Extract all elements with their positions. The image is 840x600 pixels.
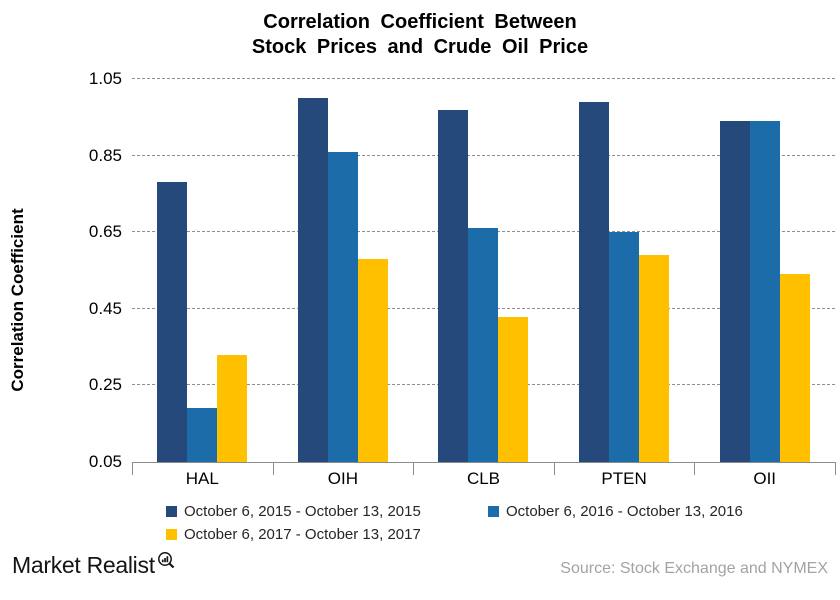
x-category-label-pten: PTEN <box>601 469 647 488</box>
chart-title-line2: Stock Prices and Crude Oil Price <box>251 36 589 58</box>
x-category-label-oih: OIH <box>327 469 358 488</box>
bar-group-pten <box>554 79 695 462</box>
x-axis-tick <box>835 462 836 475</box>
legend-label: October 6, 2017 - October 13, 2017 <box>184 526 421 543</box>
bar-clb-series3 <box>498 316 529 462</box>
x-axis-tick <box>694 462 696 475</box>
bar-pten-series1 <box>579 102 610 462</box>
source-text: Source: Stock Exchange and NYMEX <box>560 560 828 577</box>
bar-clb-series1 <box>438 109 469 462</box>
plot-area <box>132 78 835 463</box>
legend-swatch <box>166 506 177 517</box>
y-tick-label: 0.45 <box>88 298 122 318</box>
bar-hal-series3 <box>217 354 248 462</box>
brand-logo: Market Realist <box>12 552 176 579</box>
legend-label: October 6, 2015 - October 13, 2015 <box>184 503 421 520</box>
bar-oih-series3 <box>357 259 388 462</box>
bar-group-oii <box>694 79 835 462</box>
chart-title-line1: Correlation Coefficient Between <box>263 11 577 33</box>
bar-group-clb <box>413 79 554 462</box>
x-axis-tick <box>553 462 555 475</box>
x-axis-tick <box>413 462 415 475</box>
brand-logo-text: Market Realist <box>12 552 155 578</box>
bar-oii-series2 <box>749 121 780 462</box>
chart-title: Correlation Coefficient Between Stock Pr… <box>0 10 840 60</box>
y-tick-label: 0.65 <box>88 222 122 242</box>
bar-oii-series3 <box>779 274 810 462</box>
x-category-label-clb: CLB <box>466 469 501 488</box>
legend-swatch <box>488 506 499 517</box>
legend-item-series1: October 6, 2015 - October 13, 2015 <box>166 503 488 520</box>
y-tick-label: 1.05 <box>88 69 122 88</box>
bar-clb-series2 <box>468 228 499 462</box>
bar-hal-series2 <box>187 408 218 462</box>
bar-oih-series2 <box>327 151 358 462</box>
gridline-1.05 <box>132 78 835 79</box>
bar-group-hal <box>132 79 273 462</box>
legend-item-series3: October 6, 2017 - October 13, 2017 <box>166 526 488 543</box>
bar-group-oih <box>273 79 414 462</box>
y-tick-label: 0.05 <box>88 452 122 471</box>
bar-pten-series3 <box>639 255 670 462</box>
bar-hal-series1 <box>157 182 188 462</box>
x-category-label-hal: HAL <box>185 469 219 488</box>
x-category-label-oii: OII <box>753 469 777 488</box>
x-axis-tick <box>272 462 274 475</box>
magnifier-bar-chart-icon <box>157 552 175 569</box>
bar-pten-series2 <box>609 232 640 462</box>
x-axis-tick <box>132 462 133 475</box>
legend-swatch <box>166 529 177 540</box>
gridline-0.85 <box>132 154 835 156</box>
y-tick-label: 0.85 <box>88 145 122 165</box>
legend-item-series2: October 6, 2016 - October 13, 2016 <box>488 503 810 520</box>
y-axis-title: Correlation Coefficient <box>8 208 27 392</box>
legend: October 6, 2015 - October 13, 2015 Octobe… <box>166 503 826 549</box>
legend-label: October 6, 2016 - October 13, 2016 <box>506 503 743 520</box>
bar-oih-series1 <box>297 98 328 462</box>
y-tick-label: 0.25 <box>88 375 122 395</box>
bar-oii-series1 <box>719 121 750 462</box>
